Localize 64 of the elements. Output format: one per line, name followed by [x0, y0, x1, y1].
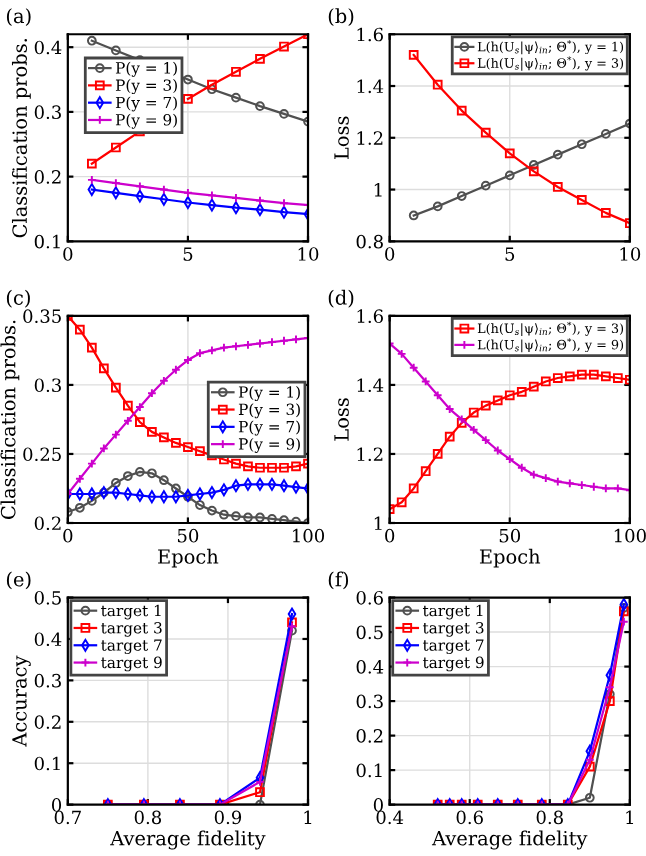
x-tick-label: 5: [505, 247, 515, 261]
chart-title: (c): [6, 289, 30, 308]
y-axis-title: Classification probs.: [0, 320, 20, 519]
x-axis-title: Average fidelity: [110, 830, 266, 850]
y-tick-label: 1: [374, 183, 382, 197]
y-tick-label: 0.3: [34, 673, 61, 688]
y-axis-title: Classification probs.: [11, 38, 31, 238]
y-tick-label: 0.1: [356, 763, 382, 778]
y-tick-label: 0.5: [34, 591, 61, 605]
y-tick-label: 1.2: [357, 131, 383, 145]
y-tick-label: 0.4: [34, 632, 62, 647]
chart-title: (f): [328, 571, 349, 590]
x-tick-label: 50: [177, 528, 199, 543]
y-tick-label: 1.2: [357, 447, 383, 462]
x-tick-label: 10: [620, 247, 641, 261]
x-tick-label: 1: [626, 810, 634, 824]
y-tick-label: 0.2: [356, 729, 383, 743]
chart-title: (a): [6, 8, 31, 26]
y-tick-label: 0.3: [356, 694, 383, 709]
y-tick-label: 1: [374, 516, 382, 530]
y-tick-label: 0.6: [356, 591, 383, 605]
x-tick-label: 0: [385, 247, 395, 261]
y-axis-title: Loss: [334, 398, 349, 441]
x-tick-label: 0.6: [456, 810, 483, 825]
y-axis-title: Accuracy: [12, 655, 31, 747]
y-tick-label: 0.2: [34, 516, 61, 531]
y-tick-label: 0.2: [34, 170, 61, 184]
chart-title: (e): [6, 571, 31, 590]
x-tick-label: 0: [385, 528, 395, 543]
y-tick-label: 0.25: [23, 447, 61, 462]
x-tick-label: 10: [298, 247, 319, 261]
y-tick-label: 1.4: [357, 378, 384, 393]
x-axis-title: Epoch: [479, 548, 541, 568]
x-tick-label: 100: [614, 528, 646, 543]
y-tick-label: 0.4: [34, 40, 62, 55]
x-tick-label: 0.9: [214, 810, 242, 825]
y-tick-label: 0.2: [34, 715, 61, 729]
x-tick-label: 0: [63, 528, 73, 543]
chart-title: (b): [328, 8, 354, 26]
y-tick-label: 0: [373, 798, 383, 812]
chart-title: (d): [328, 289, 354, 308]
x-tick-label: 0.8: [536, 810, 563, 825]
y-tick-label: 1.4: [357, 79, 384, 94]
y-tick-label: 0.4: [356, 660, 384, 674]
y-axis-title: Loss: [334, 116, 349, 159]
y-tick-label: 0.1: [34, 234, 60, 249]
y-tick-label: 0: [51, 798, 62, 812]
x-axis-title: Average fidelity: [431, 830, 588, 850]
x-tick-label: 0: [63, 247, 73, 261]
y-tick-label: 0.3: [34, 378, 61, 393]
x-tick-label: 0.8: [134, 810, 162, 825]
x-tick-label: 50: [499, 528, 521, 543]
y-tick-label: 1.6: [357, 27, 383, 42]
y-tick-label: 0.1: [34, 756, 60, 771]
x-axis-title: Epoch: [158, 548, 219, 568]
y-tick-label: 0.3: [34, 105, 61, 120]
y-tick-label: 0.35: [23, 309, 61, 324]
x-tick-label: 0.7: [54, 810, 81, 825]
y-tick-label: 1.6: [357, 309, 383, 324]
x-tick-label: 1: [304, 810, 312, 824]
x-tick-label: 5: [183, 247, 193, 261]
y-tick-label: 0.8: [356, 234, 383, 249]
y-tick-label: 0.5: [356, 625, 383, 640]
x-tick-label: 100: [292, 528, 325, 543]
